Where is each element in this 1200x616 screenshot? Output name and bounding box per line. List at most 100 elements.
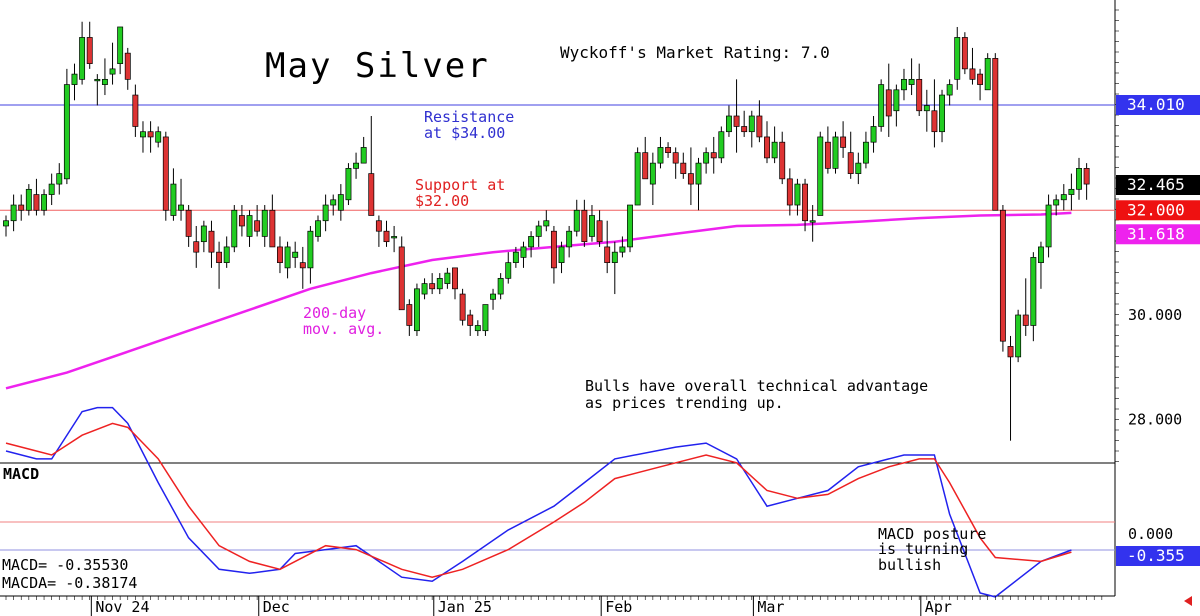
- candle: [581, 199, 588, 247]
- candle: [611, 241, 618, 295]
- candle: [672, 147, 679, 179]
- last-price-label: 32.465: [1127, 175, 1185, 194]
- candle-body: [1053, 199, 1060, 206]
- y-tick-label: 30.000: [1128, 306, 1182, 324]
- candle: [977, 68, 984, 101]
- candle: [406, 299, 413, 336]
- candle-body: [505, 262, 512, 279]
- candle: [885, 63, 892, 137]
- candle: [695, 157, 702, 211]
- candle-body: [353, 162, 360, 169]
- candle-body: [566, 230, 573, 248]
- candle: [63, 68, 70, 185]
- candle-body: [916, 78, 923, 112]
- candle: [687, 147, 694, 206]
- macd-annotation-line2: is turning: [878, 540, 968, 558]
- candle-body: [1076, 168, 1082, 190]
- candle-body: [535, 225, 542, 237]
- macda-line: [5, 422, 1072, 578]
- candle-body: [558, 246, 565, 263]
- candle-body: [322, 204, 329, 222]
- candle: [459, 288, 466, 326]
- ma-annotation-line2: mov. avg.: [303, 320, 384, 338]
- candle: [33, 178, 40, 216]
- candle-body: [101, 78, 108, 85]
- candle: [208, 220, 215, 268]
- candle: [649, 152, 656, 206]
- candle-body: [375, 220, 382, 232]
- candle: [992, 53, 999, 211]
- candle-body: [86, 37, 93, 64]
- support-annotation-line2: $32.00: [415, 192, 469, 210]
- candle-body: [756, 115, 763, 138]
- candle-body: [512, 251, 519, 263]
- candle-body: [459, 293, 466, 321]
- candle: [893, 84, 900, 127]
- candle-body: [550, 230, 557, 269]
- candle: [786, 168, 793, 216]
- candle: [984, 53, 991, 91]
- candle: [254, 205, 261, 237]
- candle: [908, 58, 915, 96]
- candle-body: [703, 152, 710, 164]
- candle-body: [368, 173, 375, 216]
- candle: [1076, 157, 1082, 200]
- candle: [452, 267, 458, 300]
- candle: [345, 163, 352, 206]
- candle-body: [162, 136, 169, 211]
- candle-body: [292, 251, 299, 258]
- candle-body: [786, 178, 793, 206]
- candle: [94, 74, 101, 106]
- candle: [86, 21, 93, 69]
- candle: [710, 136, 717, 174]
- candle: [748, 110, 755, 148]
- scroll-left-arrow-icon[interactable]: [1184, 596, 1192, 606]
- candle: [961, 32, 968, 75]
- candle: [216, 241, 223, 289]
- candle: [261, 205, 268, 247]
- candle-body: [999, 209, 1006, 342]
- candle: [1022, 278, 1029, 336]
- candle-body: [946, 84, 953, 96]
- candle: [999, 205, 1006, 352]
- candle-body: [277, 246, 283, 263]
- candle-body: [41, 194, 48, 211]
- candle-body: [1038, 246, 1044, 263]
- candle-body: [238, 215, 245, 227]
- candle: [132, 84, 139, 137]
- candle-body: [847, 152, 854, 174]
- candle: [969, 47, 976, 85]
- candle: [946, 79, 953, 106]
- candle: [520, 241, 527, 268]
- y-axis: 30.000 28.000 31.618 34.010 32.000 32.465 0.00…: [1115, 9, 1200, 566]
- candle-body: [25, 188, 32, 211]
- candle-body: [391, 236, 398, 239]
- candle: [353, 152, 360, 179]
- candle-body: [56, 173, 63, 185]
- candle-body: [246, 215, 253, 237]
- candle: [1060, 184, 1067, 211]
- candle-body: [764, 136, 770, 159]
- candle: [1083, 163, 1090, 200]
- candle-body: [360, 147, 367, 164]
- candle: [18, 194, 25, 221]
- candle-body: [1068, 188, 1075, 195]
- candle-body: [10, 204, 17, 222]
- candle: [1030, 252, 1037, 342]
- candle-body: [596, 220, 603, 243]
- candle-body: [885, 89, 892, 117]
- candle: [741, 110, 748, 137]
- x-tick-label: Dec: [263, 598, 290, 616]
- candle: [1068, 173, 1075, 211]
- candle: [733, 79, 740, 153]
- candle: [330, 194, 337, 216]
- macd-annotation-line1: MACD posture: [878, 525, 986, 543]
- candle: [901, 68, 907, 101]
- candle-body: [984, 58, 991, 91]
- candle-body: [1022, 314, 1029, 326]
- candle: [444, 267, 451, 289]
- candle: [238, 205, 245, 237]
- candle: [246, 210, 253, 247]
- candle: [474, 320, 481, 336]
- candle-body: [1045, 204, 1052, 248]
